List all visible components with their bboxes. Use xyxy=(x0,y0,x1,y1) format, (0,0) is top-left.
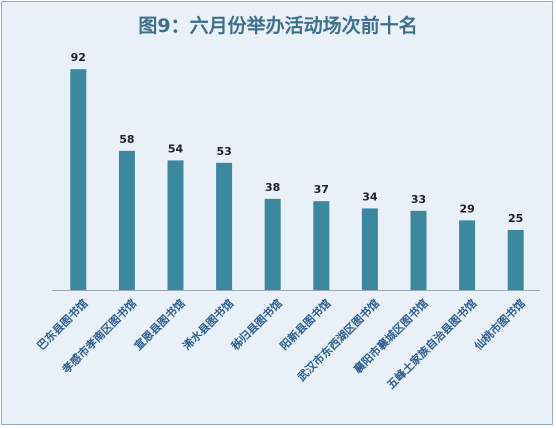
bar xyxy=(167,160,184,290)
x-tick-label: 宣恩县图书馆 xyxy=(131,296,188,353)
bar xyxy=(118,150,135,290)
data-label: 33 xyxy=(411,193,426,206)
data-label: 29 xyxy=(459,202,474,215)
bar xyxy=(361,208,378,290)
x-tick-label: 武汉市东西湖区图书馆 xyxy=(294,296,382,384)
data-label: 38 xyxy=(265,181,280,194)
bar xyxy=(410,210,427,290)
x-tick-label: 仙桃市图书馆 xyxy=(471,296,528,353)
bar xyxy=(313,201,330,290)
x-tick-label: 秭归县图书馆 xyxy=(228,296,285,353)
bar xyxy=(264,198,281,290)
bar xyxy=(507,230,524,290)
data-label: 37 xyxy=(314,183,329,196)
bar xyxy=(70,69,87,290)
data-label: 58 xyxy=(119,133,134,146)
data-label: 53 xyxy=(216,145,231,158)
bar xyxy=(459,220,476,290)
x-tick-label: 五峰土家族自治县图书馆 xyxy=(384,296,479,391)
x-tick-label: 浠水县图书馆 xyxy=(180,296,237,353)
data-label: 25 xyxy=(508,212,523,225)
data-label: 54 xyxy=(168,142,184,155)
data-label: 92 xyxy=(71,51,86,64)
data-label: 34 xyxy=(362,190,378,203)
chart-title: 图9：六月份举办活动场次前十名 xyxy=(138,15,418,37)
bar xyxy=(216,162,233,290)
